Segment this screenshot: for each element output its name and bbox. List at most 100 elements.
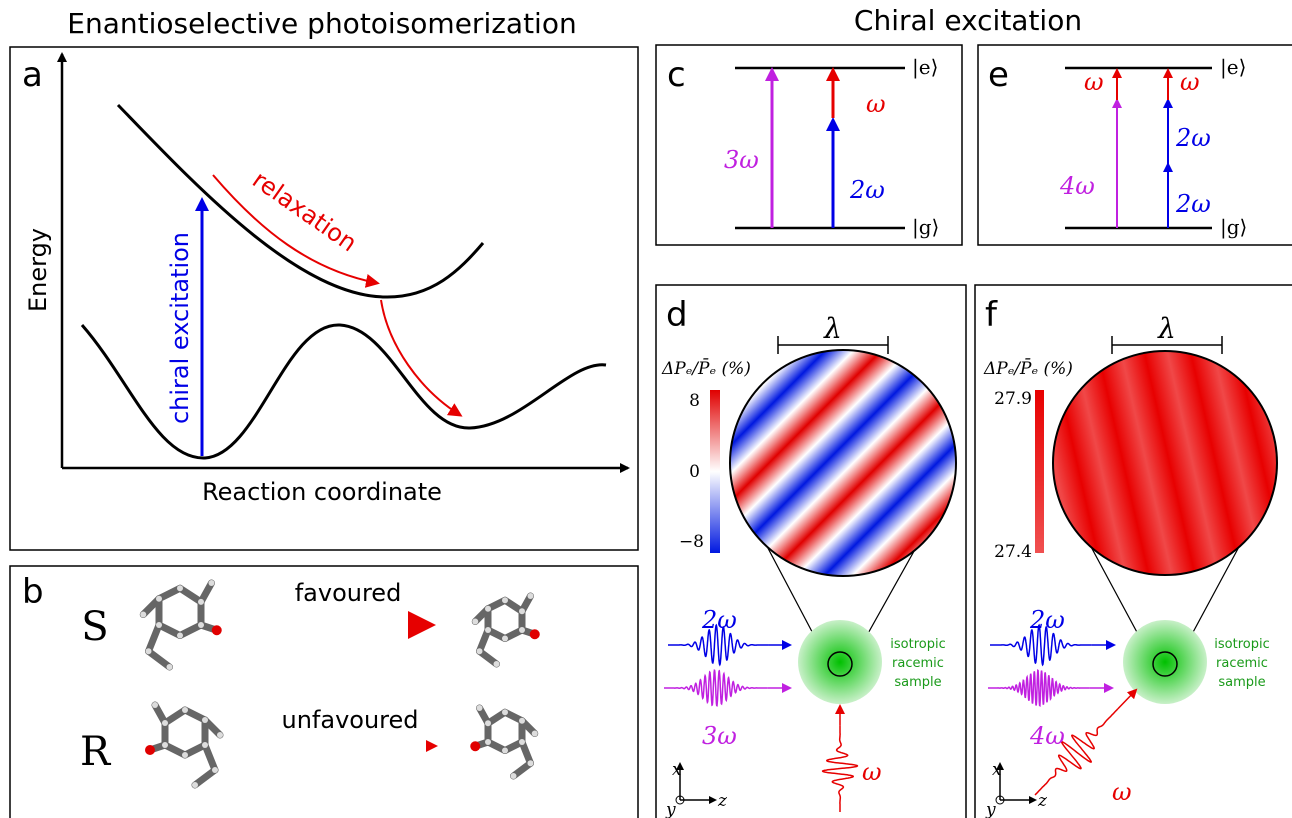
panel-label: c <box>667 55 686 95</box>
atom <box>217 732 223 738</box>
atom <box>472 619 478 625</box>
atom <box>145 745 155 755</box>
colorbar <box>1035 390 1044 553</box>
bond <box>195 770 215 785</box>
atom <box>485 720 491 726</box>
axis-label: Energy <box>24 228 52 312</box>
bond <box>149 625 160 651</box>
atom <box>519 739 525 745</box>
atom <box>192 782 198 788</box>
arrow-head <box>408 611 436 639</box>
pathway-label: unfavoured <box>281 706 418 734</box>
photon-label: 4ω <box>1059 172 1095 200</box>
colorbar-tick: −8 <box>679 532 704 552</box>
bond <box>514 763 531 776</box>
atom <box>156 596 162 602</box>
excitation-map <box>730 350 956 576</box>
bond <box>159 625 180 636</box>
bond <box>480 651 497 664</box>
bond <box>201 583 212 602</box>
pulses <box>988 625 1136 795</box>
photon-label: ω <box>1084 68 1104 96</box>
frame-axes <box>1000 766 1033 800</box>
colorbar-tick: 8 <box>689 391 700 411</box>
title-right: Chiral excitation <box>854 4 1082 37</box>
state-label: |g⟩ <box>912 215 939 240</box>
wavelength-label: λ <box>823 312 842 345</box>
atom <box>528 593 534 599</box>
bond <box>159 588 180 599</box>
photon-label: ω <box>866 90 886 118</box>
colorbar <box>710 390 720 553</box>
atom <box>470 741 480 751</box>
panel-label: a <box>22 55 43 95</box>
atom <box>209 580 215 586</box>
pulse-label: 4ω <box>1029 722 1065 750</box>
title-left: Enantioselective photoisomerization <box>67 7 576 40</box>
pulse-label: ω <box>1112 778 1132 806</box>
atom <box>485 627 491 633</box>
atom <box>511 773 517 779</box>
atom <box>152 702 158 708</box>
excitation-label: chiral excitation <box>166 232 194 424</box>
photon-label: ω <box>1180 68 1200 96</box>
atom <box>140 612 146 618</box>
atom <box>532 731 538 737</box>
state-label: |g⟩ <box>1220 215 1247 240</box>
photon-label: 3ω <box>724 146 759 174</box>
sample-glow <box>798 620 882 704</box>
colorbar-tick: 27.4 <box>994 542 1032 562</box>
pulse-label: ω <box>862 758 882 786</box>
wavelength-label: λ <box>1157 312 1176 345</box>
state-label: |e⟩ <box>1220 55 1246 80</box>
photon-label: 2ω <box>1175 190 1211 218</box>
colorbar-label: ΔPₑ/P̄ₑ (%) <box>661 357 751 379</box>
pulse-label: 3ω <box>702 722 737 750</box>
atom <box>502 709 508 715</box>
colorbar-tick: 27.9 <box>994 389 1032 409</box>
bond <box>155 705 165 723</box>
atom <box>198 622 204 628</box>
arrow-head <box>426 740 438 752</box>
atom <box>519 608 525 614</box>
pulse-label: 2ω <box>1029 606 1065 634</box>
enantiomer: S <box>81 604 108 650</box>
colorbar-label: ΔPₑ/P̄ₑ (%) <box>983 357 1073 379</box>
frame-label: x <box>992 760 1002 780</box>
frame-label: y <box>665 800 676 818</box>
bond <box>180 588 201 602</box>
photon-label: 2ω <box>1175 124 1211 152</box>
bond <box>149 651 170 667</box>
frame-arrows <box>996 762 1037 804</box>
atom <box>198 599 204 605</box>
atom <box>156 622 162 628</box>
pulse-wave <box>988 670 1090 705</box>
panel-label: d <box>666 295 688 335</box>
atom <box>167 664 173 670</box>
figure: Enantioselective photoisomerization Chir… <box>0 0 1292 818</box>
frame-label: x <box>672 760 682 780</box>
frame-label: z <box>1037 791 1048 811</box>
atom <box>528 760 534 766</box>
panel-a <box>10 47 638 550</box>
state-label: |e⟩ <box>912 55 938 80</box>
atom <box>212 767 218 773</box>
atom <box>502 636 508 642</box>
frame-label: z <box>717 791 728 811</box>
atom <box>202 717 208 723</box>
bond <box>165 710 185 723</box>
enantiomer: R <box>80 729 112 775</box>
atom <box>182 752 188 758</box>
bond <box>205 745 215 770</box>
axis-label: Reaction coordinate <box>202 478 442 506</box>
atom <box>477 648 483 654</box>
panel-label: f <box>985 295 998 335</box>
atom <box>485 739 491 745</box>
pathway-label: favoured <box>295 579 402 607</box>
pulse-wave <box>664 670 767 705</box>
atom <box>146 648 152 654</box>
bond <box>180 625 201 636</box>
panel-label: e <box>988 55 1009 95</box>
atom <box>519 718 525 724</box>
